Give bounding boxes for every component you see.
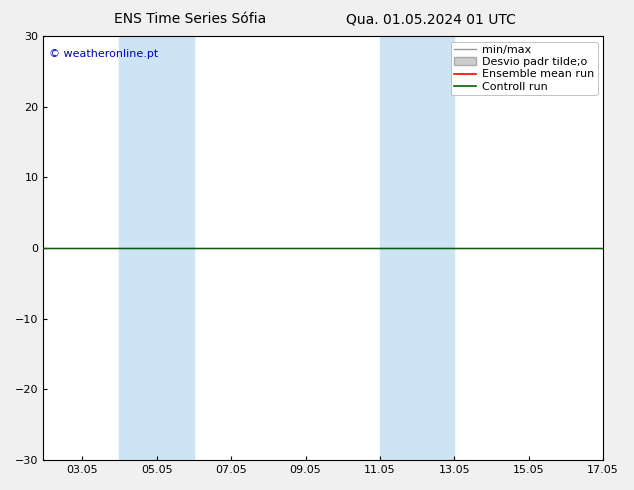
Bar bbox=[380, 36, 454, 460]
Bar bbox=[119, 36, 193, 460]
Text: ENS Time Series Sófia: ENS Time Series Sófia bbox=[114, 12, 266, 26]
Text: Qua. 01.05.2024 01 UTC: Qua. 01.05.2024 01 UTC bbox=[346, 12, 516, 26]
Text: © weatheronline.pt: © weatheronline.pt bbox=[49, 49, 158, 59]
Legend: min/max, Desvio padr tilde;o, Ensemble mean run, Controll run: min/max, Desvio padr tilde;o, Ensemble m… bbox=[451, 42, 598, 95]
